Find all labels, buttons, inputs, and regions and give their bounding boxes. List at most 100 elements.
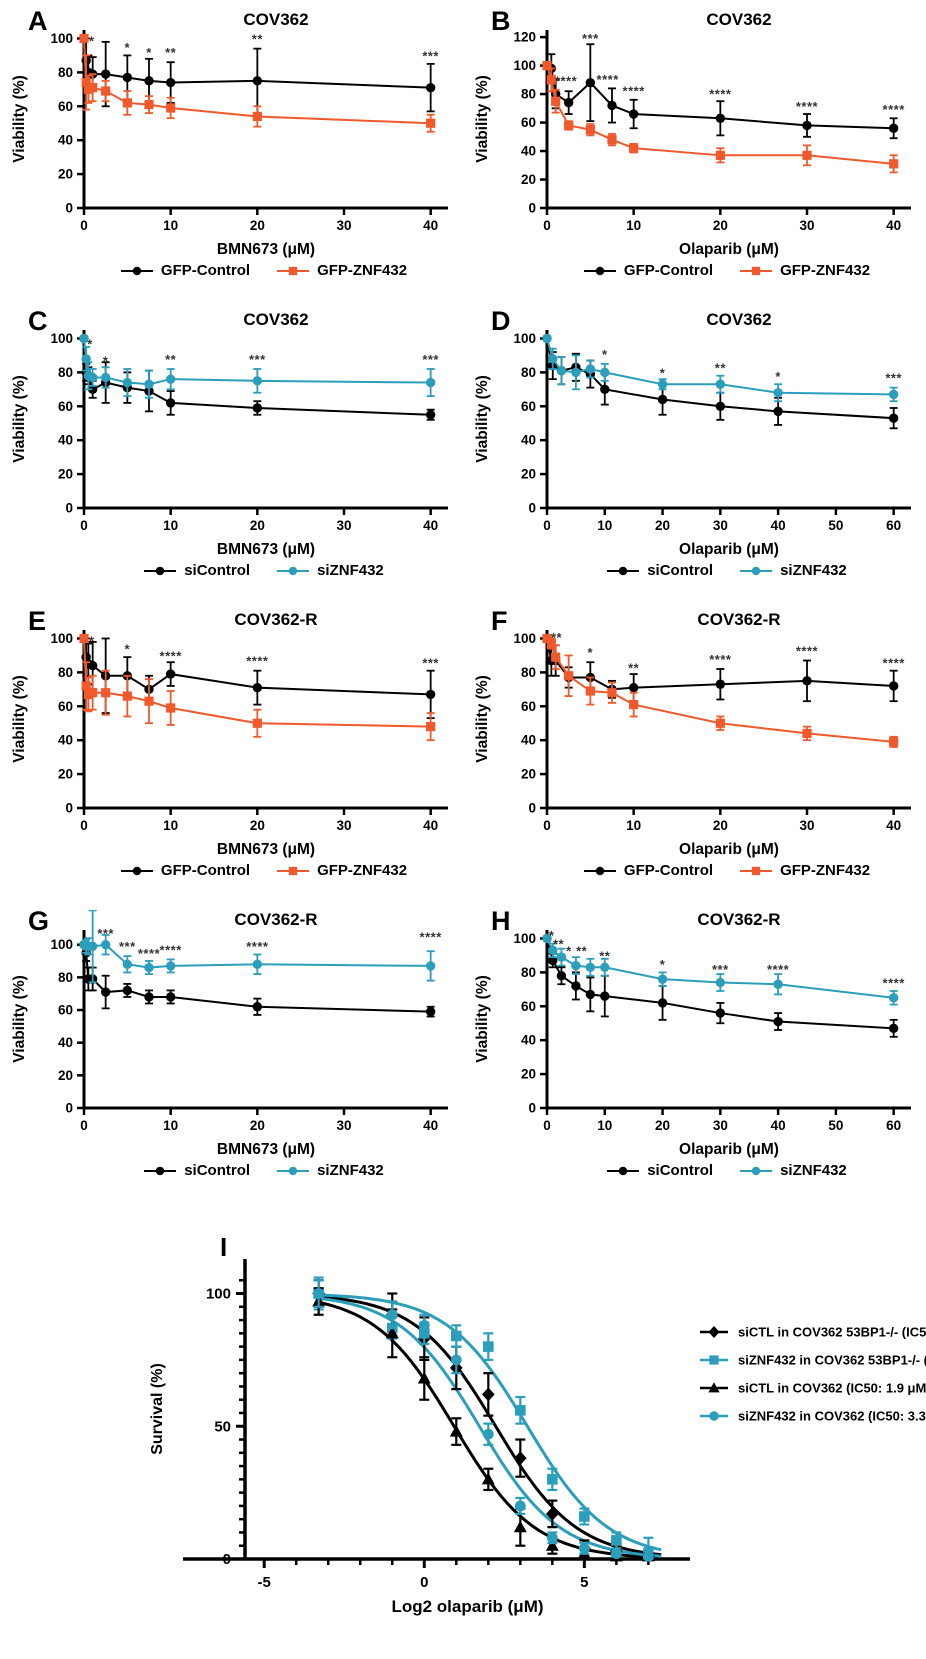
svg-text:30: 30: [712, 1118, 727, 1133]
svg-text:Viability (%): Viability (%): [474, 375, 491, 463]
svg-text:60: 60: [520, 399, 535, 414]
svg-text:80: 80: [520, 665, 535, 680]
svg-text:COV362: COV362: [243, 310, 308, 329]
legend-item: GFP-ZNF432: [739, 262, 870, 279]
panel-letter-I: I: [220, 1232, 228, 1262]
legend-label: siControl: [184, 1162, 251, 1179]
svg-text:30: 30: [336, 218, 351, 233]
legend-G: siControl siZNF432: [0, 1162, 463, 1179]
svg-text:0: 0: [80, 1118, 88, 1133]
svg-text:0: 0: [528, 201, 536, 216]
svg-text:100: 100: [513, 58, 536, 73]
svg-text:10: 10: [597, 1118, 612, 1133]
svg-text:Olaparib (μM): Olaparib (μM): [679, 541, 779, 558]
legend-item: GFP-Control: [120, 262, 250, 279]
svg-text:0: 0: [528, 1101, 536, 1116]
svg-text:COV362-R: COV362-R: [234, 910, 317, 929]
svg-text:20: 20: [712, 218, 727, 233]
svg-text:0: 0: [543, 518, 551, 533]
svg-text:*: *: [102, 354, 108, 369]
svg-text:****: ****: [766, 962, 789, 977]
svg-text:0: 0: [420, 1574, 428, 1591]
svg-text:20: 20: [249, 218, 264, 233]
svg-text:40: 40: [57, 1035, 72, 1050]
svg-text:50: 50: [214, 1418, 231, 1435]
chart-C: 0 10 20 30 40 0 20 40 60 80 100 COV362 BMN673 (μM) Vi…: [11, 310, 448, 558]
svg-text:***: ***: [422, 352, 439, 367]
svg-text:*: *: [87, 337, 93, 352]
legend-item: GFP-Control: [583, 262, 713, 279]
chart-H: 0 10 20 30 40 50 60 0 20 40 60 80 100 COV362-R Olapari…: [474, 910, 911, 1158]
square-marker-icon: [740, 866, 773, 875]
svg-text:30: 30: [336, 818, 351, 833]
svg-text:*: *: [89, 33, 95, 48]
legend-item: GFP-ZNF432: [739, 862, 870, 879]
svg-text:0: 0: [528, 801, 536, 816]
svg-text:Olaparib (μM): Olaparib (μM): [679, 1141, 779, 1158]
svg-text:*: *: [659, 365, 665, 380]
svg-text:0: 0: [543, 818, 551, 833]
svg-text:siCTL in COV362 53BP1-/- (IC5: siCTL in COV362 53BP1-/- (IC50: 4.7 μM): [738, 1325, 926, 1340]
circle-marker-icon: [120, 866, 153, 875]
legend-label: siZNF432: [317, 562, 384, 579]
legend-F: GFP-Control GFP-ZNF432: [463, 862, 926, 879]
svg-text:0: 0: [80, 518, 88, 533]
svg-text:20: 20: [57, 1068, 72, 1083]
legend-item: siZNF432: [276, 1162, 384, 1179]
svg-text:100: 100: [513, 631, 536, 646]
circle-marker-icon: [583, 866, 616, 875]
svg-text:***: ***: [581, 31, 598, 46]
legend-label: siControl: [184, 562, 251, 579]
circle-marker-icon: [144, 1166, 177, 1175]
svg-text:*: *: [566, 943, 572, 958]
svg-text:Viability (%): Viability (%): [11, 375, 28, 463]
svg-text:***: ***: [422, 49, 439, 64]
panel-letter-H: H: [491, 906, 511, 936]
svg-text:****: ****: [882, 655, 905, 670]
svg-text:0: 0: [80, 218, 88, 233]
legend-label: siControl: [647, 1162, 714, 1179]
panel-letter-C: C: [28, 306, 48, 336]
svg-text:60: 60: [57, 699, 72, 714]
panel-grid: A 0 10 20 30 40 0 20 40 60 80 100 COV362 BMN673 (μM)…: [0, 0, 926, 1179]
circle-marker-icon: [583, 266, 616, 275]
svg-text:****: ****: [795, 99, 818, 114]
svg-text:Viability (%): Viability (%): [474, 675, 491, 763]
svg-text:****: ****: [246, 654, 269, 669]
panel-I: I -5 0 5 0 50 100 Log2 olaparib (μM) Survival (…: [0, 1214, 926, 1659]
panel-letter-D: D: [491, 306, 511, 336]
panel-F: F 0 10 20 30 40 0 20 40 60 80 100 COV362-R Olaparib …: [463, 600, 926, 900]
svg-text:siZNF432 in COV362 (IC50: 3.3: siZNF432 in COV362 (IC50: 3.3 μM): [738, 1409, 926, 1424]
svg-text:20: 20: [655, 1118, 670, 1133]
svg-text:*: *: [775, 369, 781, 384]
svg-text:Viability (%): Viability (%): [474, 975, 491, 1063]
legend-D: siControl siZNF432: [463, 562, 926, 579]
legend-A: GFP-Control GFP-ZNF432: [0, 262, 463, 279]
svg-text:40: 40: [57, 433, 72, 448]
svg-text:30: 30: [336, 518, 351, 533]
legend-item: siControl: [143, 562, 250, 579]
svg-text:60: 60: [886, 518, 901, 533]
legend-label: siControl: [647, 562, 714, 579]
legend-label: siZNF432: [317, 1162, 384, 1179]
svg-text:20: 20: [655, 518, 670, 533]
legend-item: siControl: [143, 1162, 250, 1179]
svg-text:***: ***: [422, 655, 439, 670]
legend-label: GFP-ZNF432: [780, 262, 871, 279]
svg-text:****: ****: [596, 72, 619, 87]
svg-text:80: 80: [57, 970, 72, 985]
svg-text:30: 30: [799, 218, 814, 233]
svg-text:**: **: [576, 943, 588, 958]
svg-text:siCTL in COV362 (IC50: 1.9 μM: siCTL in COV362 (IC50: 1.9 μM): [738, 1381, 926, 1396]
chart-F: 0 10 20 30 40 0 20 40 60 80 100 COV362-R Olaparib (μ…: [474, 610, 911, 858]
svg-text:40: 40: [57, 133, 72, 148]
svg-text:40: 40: [520, 733, 535, 748]
svg-text:60: 60: [520, 999, 535, 1014]
svg-text:60: 60: [57, 399, 72, 414]
panel-B: B 0 10 20 30 40 0 20 40 60 80 100 120 COV362 Olaparib…: [463, 0, 926, 300]
svg-text:30: 30: [712, 518, 727, 533]
svg-text:***: ***: [248, 352, 265, 367]
circle-marker-icon: [277, 566, 310, 575]
legend-label: GFP-ZNF432: [317, 262, 408, 279]
